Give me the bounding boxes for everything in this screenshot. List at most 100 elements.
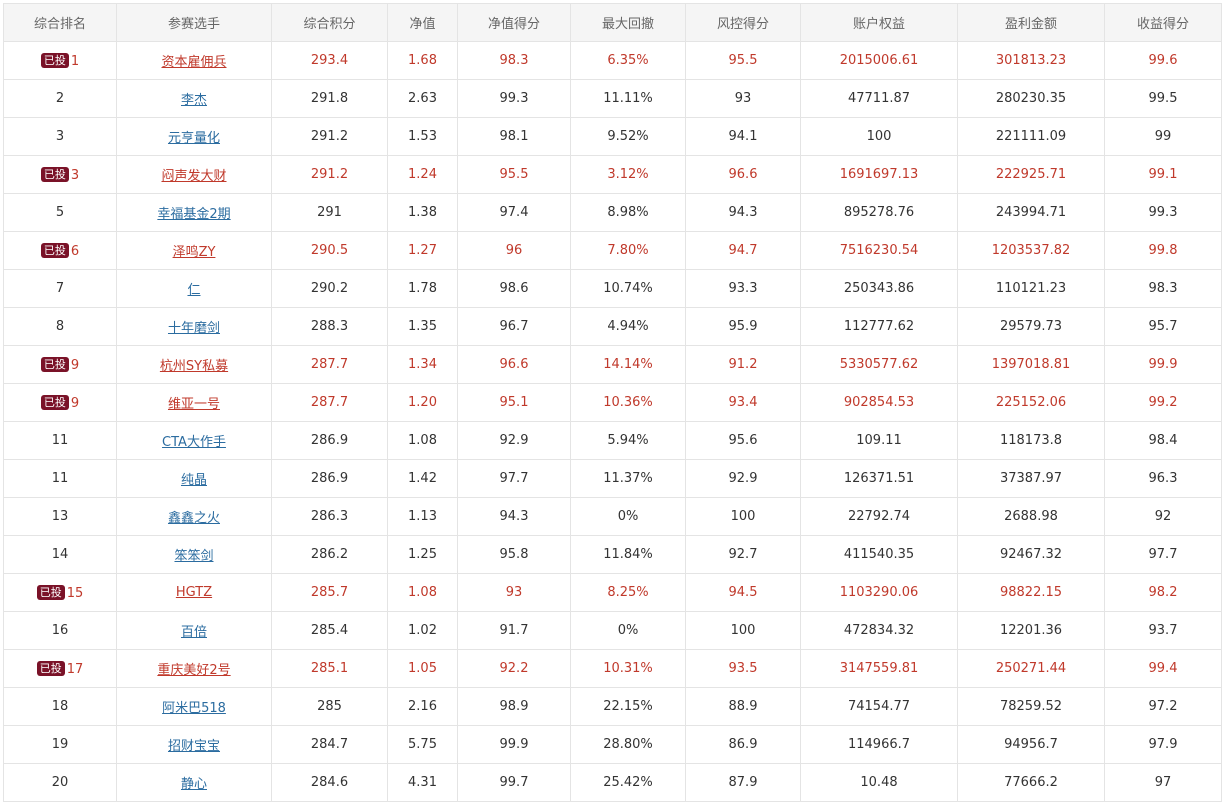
max-drawdown-cell: 28.80% <box>570 725 686 764</box>
col-header-player: 参赛选手 <box>116 3 272 42</box>
risk-score-cell: 96.6 <box>685 155 801 194</box>
col-header-risk-score: 风控得分 <box>685 3 801 42</box>
table-row: 8 十年磨剑 288.3 1.35 96.7 4.94% 95.9 112777.62 2957… <box>3 307 1222 346</box>
nav-cell: 1.05 <box>387 649 458 688</box>
risk-score-cell: 95.6 <box>685 421 801 460</box>
player-link[interactable]: 泽鸣ZY <box>172 245 216 260</box>
rank-value: 2 <box>55 91 65 106</box>
player-link[interactable]: 维亚一号 <box>167 397 220 412</box>
rank-cell: 18 <box>3 687 117 726</box>
player-cell: 纯晶 <box>116 459 272 498</box>
equity-cell: 902854.53 <box>800 383 958 422</box>
return-score-cell: 97.7 <box>1104 535 1222 574</box>
player-cell: 资本雇佣兵 <box>116 41 272 80</box>
player-link[interactable]: 重庆美好2号 <box>157 663 231 678</box>
max-drawdown-cell: 22.15% <box>570 687 686 726</box>
equity-cell: 74154.77 <box>800 687 958 726</box>
score-cell: 293.4 <box>271 41 388 80</box>
player-link[interactable]: 笨笨剑 <box>174 549 214 564</box>
rank-value: 17 <box>66 661 84 677</box>
score-cell: 286.9 <box>271 421 388 460</box>
equity-cell: 472834.32 <box>800 611 958 650</box>
player-link[interactable]: 杭州SY私募 <box>159 359 229 374</box>
equity-cell: 112777.62 <box>800 307 958 346</box>
score-cell: 285.4 <box>271 611 388 650</box>
table-header-row: 综合排名 参赛选手 综合积分 净值 净值得分 最大回撤 风控得分 账户权益 盈利… <box>3 3 1222 42</box>
table-row: 11 纯晶 286.9 1.42 97.7 11.37% 92.9 126371.51 3738… <box>3 459 1222 498</box>
score-cell: 291 <box>271 193 388 232</box>
equity-cell: 2015006.61 <box>800 41 958 80</box>
player-link[interactable]: HGTZ <box>175 585 213 600</box>
return-score-cell: 99.1 <box>1104 155 1222 194</box>
rank-cell: 已投 3 <box>3 155 117 194</box>
player-cell: 仁 <box>116 269 272 308</box>
nav-cell: 1.68 <box>387 41 458 80</box>
player-cell: 幸福基金2期 <box>116 193 272 232</box>
risk-score-cell: 87.9 <box>685 763 801 802</box>
score-cell: 286.9 <box>271 459 388 498</box>
score-cell: 291.2 <box>271 117 388 156</box>
risk-score-cell: 94.3 <box>685 193 801 232</box>
nav-score-cell: 99.9 <box>457 725 571 764</box>
rank-cell: 19 <box>3 725 117 764</box>
player-cell: 十年磨剑 <box>116 307 272 346</box>
rank-value: 11 <box>51 433 69 448</box>
score-cell: 287.7 <box>271 345 388 384</box>
max-drawdown-cell: 10.36% <box>570 383 686 422</box>
nav-score-cell: 95.5 <box>457 155 571 194</box>
return-score-cell: 98.3 <box>1104 269 1222 308</box>
player-link[interactable]: 阿米巴518 <box>162 701 226 716</box>
player-cell: HGTZ <box>116 573 272 612</box>
profit-cell: 92467.32 <box>957 535 1105 574</box>
player-link[interactable]: 元亨量化 <box>167 131 220 146</box>
rank-cell: 已投 15 <box>3 573 117 612</box>
player-link[interactable]: 李杰 <box>180 93 207 108</box>
player-link[interactable]: 静心 <box>180 777 207 792</box>
return-score-cell: 99.6 <box>1104 41 1222 80</box>
player-link[interactable]: CTA大作手 <box>162 435 226 450</box>
risk-score-cell: 93.3 <box>685 269 801 308</box>
player-link[interactable]: 鑫鑫之火 <box>167 511 220 526</box>
equity-cell: 100 <box>800 117 958 156</box>
max-drawdown-cell: 5.94% <box>570 421 686 460</box>
risk-score-cell: 93 <box>685 79 801 118</box>
rank-value: 18 <box>51 699 69 714</box>
player-link[interactable]: 仁 <box>187 283 201 298</box>
nav-score-cell: 92.2 <box>457 649 571 688</box>
nav-score-cell: 97.4 <box>457 193 571 232</box>
score-cell: 286.2 <box>271 535 388 574</box>
col-header-return-score: 收益得分 <box>1104 3 1222 42</box>
rank-cell: 7 <box>3 269 117 308</box>
profit-cell: 1397018.81 <box>957 345 1105 384</box>
nav-cell: 1.27 <box>387 231 458 270</box>
table-row: 已投 1 资本雇佣兵 293.4 1.68 98.3 6.35% 95.5 2015006.61… <box>3 41 1222 80</box>
return-score-cell: 99.9 <box>1104 345 1222 384</box>
player-link[interactable]: 幸福基金2期 <box>157 207 231 222</box>
equity-cell: 22792.74 <box>800 497 958 536</box>
nav-cell: 4.31 <box>387 763 458 802</box>
return-score-cell: 99 <box>1104 117 1222 156</box>
table-row: 14 笨笨剑 286.2 1.25 95.8 11.84% 92.7 411540.35 924… <box>3 535 1222 574</box>
max-drawdown-cell: 25.42% <box>570 763 686 802</box>
score-cell: 284.7 <box>271 725 388 764</box>
player-link[interactable]: 闷声发大财 <box>161 169 227 184</box>
rank-value: 13 <box>51 509 69 524</box>
player-link[interactable]: 招财宝宝 <box>167 739 220 754</box>
rank-value: 15 <box>66 585 84 601</box>
player-link[interactable]: 纯晶 <box>180 473 207 488</box>
table-row: 已投 15 HGTZ 285.7 1.08 93 8.25% 94.5 1103290.06 98… <box>3 573 1222 612</box>
equity-cell: 109.11 <box>800 421 958 460</box>
nav-score-cell: 96 <box>457 231 571 270</box>
nav-score-cell: 98.3 <box>457 41 571 80</box>
player-cell: CTA大作手 <box>116 421 272 460</box>
player-link[interactable]: 资本雇佣兵 <box>161 55 227 70</box>
player-link[interactable]: 十年磨剑 <box>167 321 220 336</box>
rank-value: 8 <box>55 319 65 334</box>
table-row: 19 招财宝宝 284.7 5.75 99.9 28.80% 86.9 114966.7 949… <box>3 725 1222 764</box>
rank-cell: 已投 9 <box>3 345 117 384</box>
rank-value: 3 <box>55 129 65 144</box>
player-link[interactable]: 百倍 <box>180 625 207 640</box>
col-header-profit: 盈利金额 <box>957 3 1105 42</box>
table-row: 2 李杰 291.8 2.63 99.3 11.11% 93 47711.87 280230.3… <box>3 79 1222 118</box>
score-cell: 290.2 <box>271 269 388 308</box>
